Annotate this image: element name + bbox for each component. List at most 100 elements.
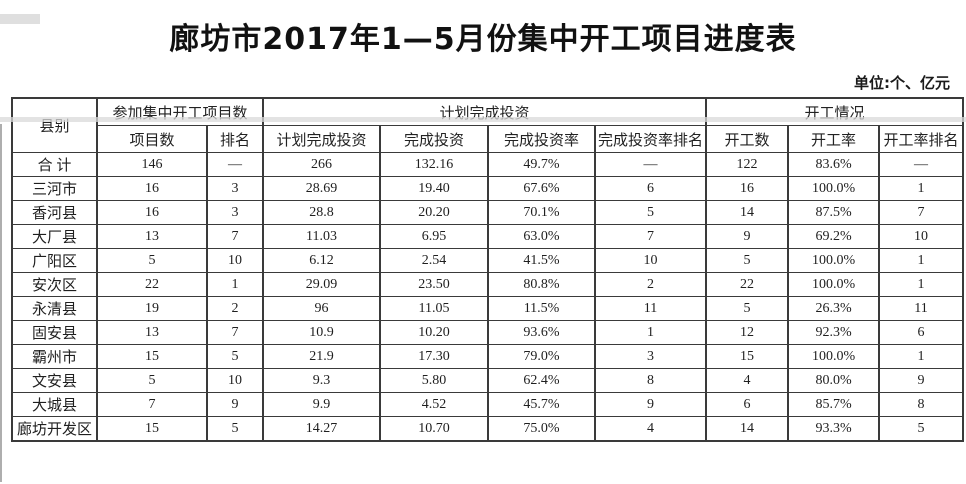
table-row: 大厂县 13 7 11.03 6.95 63.0% 7 9 69.2% 10 xyxy=(11,224,965,249)
table-cell: 69.2% xyxy=(787,224,881,249)
header-start-rate-rank: 开工率排名 xyxy=(878,125,965,153)
table-header: 县别 参加集中开工项目数 计划完成投资 开工情况 项目数 排名 计划完成投资 完… xyxy=(11,97,965,153)
table-cell: 146 xyxy=(96,152,208,177)
table-cell: 80.8% xyxy=(487,272,597,297)
table-cell: 10 xyxy=(205,368,265,393)
header-completed-investment: 完成投资 xyxy=(379,125,490,153)
table-row: 安次区 22 1 29.09 23.50 80.8% 2 22 100.0% 1 xyxy=(11,272,965,297)
table-cell: 5.80 xyxy=(379,368,490,393)
table-cell: 79.0% xyxy=(487,344,597,369)
table-cell: 13 xyxy=(96,320,208,345)
table-cell: 80.0% xyxy=(787,368,881,393)
table-cell: 10 xyxy=(205,248,265,273)
table-cell: 20.20 xyxy=(379,200,490,225)
table-cell: 100.0% xyxy=(787,248,881,273)
table-row: 固安县 13 7 10.9 10.20 93.6% 1 12 92.3% 6 xyxy=(11,320,965,345)
unit-note: 单位:个、亿元 xyxy=(854,74,950,92)
county-cell: 固安县 xyxy=(11,320,98,345)
table-cell: 7 xyxy=(96,392,208,417)
table-cell: 5 xyxy=(96,248,208,273)
table-cell: 15 xyxy=(96,416,208,442)
table-cell: 67.6% xyxy=(487,176,597,201)
page-title: 廊坊市2017年1—5月份集中开工项目进度表 xyxy=(169,22,797,57)
header-project-count: 项目数 xyxy=(96,125,208,153)
table-cell: 17.30 xyxy=(379,344,490,369)
table-cell: 100.0% xyxy=(787,176,881,201)
header-completion-rate-rank: 完成投资率排名 xyxy=(594,125,708,153)
county-cell: 广阳区 xyxy=(11,248,98,273)
table-row: 广阳区 5 10 6.12 2.54 41.5% 10 5 100.0% 1 xyxy=(11,248,965,273)
table-cell: 45.7% xyxy=(487,392,597,417)
table-cell: 8 xyxy=(878,392,965,417)
table-cell: 122 xyxy=(705,152,790,177)
county-cell: 文安县 xyxy=(11,368,98,393)
table-cell: 92.3% xyxy=(787,320,881,345)
table-cell: 19.40 xyxy=(379,176,490,201)
table-cell: 9 xyxy=(705,224,790,249)
table-cell: 1 xyxy=(205,272,265,297)
header-county: 县别 xyxy=(11,97,98,153)
table-cell: 3 xyxy=(594,344,708,369)
table-cell: 10.9 xyxy=(262,320,382,345)
county-cell: 大厂县 xyxy=(11,224,98,249)
table-cell: 19 xyxy=(96,296,208,321)
table-cell: 87.5% xyxy=(787,200,881,225)
table-cell: 4 xyxy=(594,416,708,442)
table-cell: 5 xyxy=(705,248,790,273)
table-cell: 266 xyxy=(262,152,382,177)
table-cell: 5 xyxy=(205,344,265,369)
table-row: 廊坊开发区 15 5 14.27 10.70 75.0% 4 14 93.3% 5 xyxy=(11,416,965,442)
header-start-rate: 开工率 xyxy=(787,125,881,153)
county-cell: 永清县 xyxy=(11,296,98,321)
table-cell: 16 xyxy=(705,176,790,201)
table-cell: 5 xyxy=(594,200,708,225)
county-cell: 香河县 xyxy=(11,200,98,225)
table-cell: 100.0% xyxy=(787,344,881,369)
table-cell: 7 xyxy=(878,200,965,225)
table-cell: 11.5% xyxy=(487,296,597,321)
header-completion-rate: 完成投资率 xyxy=(487,125,597,153)
table-cell: 83.6% xyxy=(787,152,881,177)
table-cell: 29.09 xyxy=(262,272,382,297)
table-cell: 15 xyxy=(705,344,790,369)
table-cell: — xyxy=(205,152,265,177)
table-cell: 85.7% xyxy=(787,392,881,417)
table-cell: 12 xyxy=(705,320,790,345)
county-cell: 霸州市 xyxy=(11,344,98,369)
table-cell: 1 xyxy=(878,344,965,369)
table-cell: 22 xyxy=(96,272,208,297)
table-cell: 11.05 xyxy=(379,296,490,321)
table-cell: 11 xyxy=(594,296,708,321)
table-cell: 7 xyxy=(205,320,265,345)
table-cell: 26.3% xyxy=(787,296,881,321)
table-body: 合 计 146—266 132.16 49.7% —122 83.6% — 三河市 16 3 28.… xyxy=(11,152,965,442)
table-cell: 6.95 xyxy=(379,224,490,249)
table-row: 文安县 5 10 9.3 5.80 62.4% 8 4 80.0% 9 xyxy=(11,368,965,393)
table-cell: 49.7% xyxy=(487,152,597,177)
table-cell: 93.6% xyxy=(487,320,597,345)
table-cell: 10.70 xyxy=(379,416,490,442)
table-cell: 70.1% xyxy=(487,200,597,225)
table-cell: — xyxy=(594,152,708,177)
table-cell: 4 xyxy=(705,368,790,393)
table-cell: 28.8 xyxy=(262,200,382,225)
table-cell: 10 xyxy=(594,248,708,273)
table-cell: 1 xyxy=(878,272,965,297)
scan-artifact-strip xyxy=(0,117,966,122)
table-cell: 7 xyxy=(205,224,265,249)
table-cell: 2.54 xyxy=(379,248,490,273)
table-cell: 13 xyxy=(96,224,208,249)
table-cell: 63.0% xyxy=(487,224,597,249)
table-row: 永清县 19 2 96 11.05 11.5% 11 5 26.3% 11 xyxy=(11,296,965,321)
table-row: 大城县 7 9 9.9 4.52 45.7% 9 6 85.7% 8 xyxy=(11,392,965,417)
scan-artifact-edge xyxy=(0,124,2,482)
table-row: 三河市 16 3 28.69 19.40 67.6% 6 16 100.0% 1 xyxy=(11,176,965,201)
table-cell: 100.0% xyxy=(787,272,881,297)
table-cell: 5 xyxy=(705,296,790,321)
table-cell: 93.3% xyxy=(787,416,881,442)
table-cell: 96 xyxy=(262,296,382,321)
table-cell: 5 xyxy=(205,416,265,442)
table-cell: 62.4% xyxy=(487,368,597,393)
table-cell: 4.52 xyxy=(379,392,490,417)
table-cell: 2 xyxy=(594,272,708,297)
